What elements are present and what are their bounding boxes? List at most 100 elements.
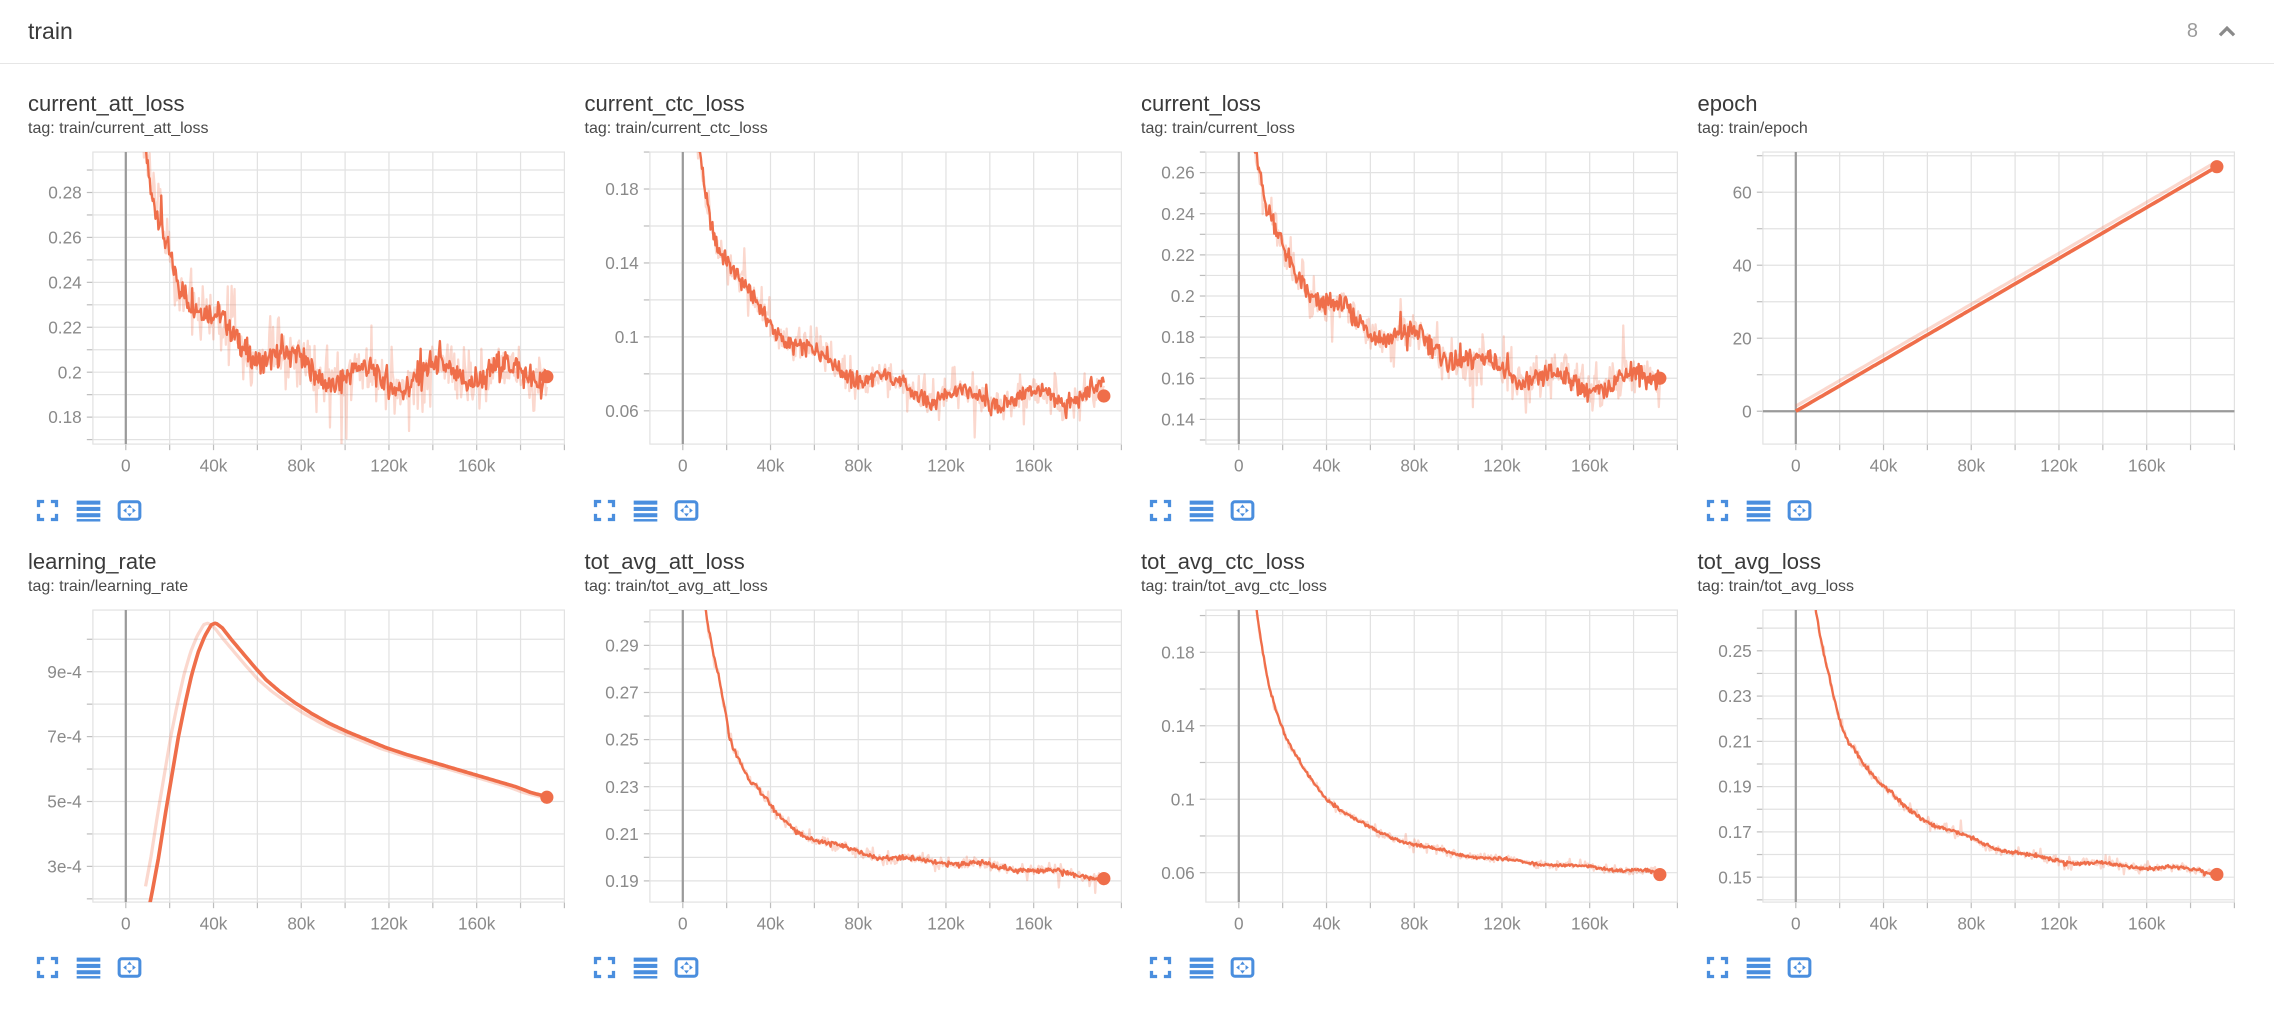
svg-text:40: 40: [1732, 255, 1751, 275]
runs-list-icon: [1746, 957, 1770, 979]
fit-domain-button[interactable]: [114, 952, 145, 983]
svg-text:80k: 80k: [844, 913, 872, 933]
svg-text:120k: 120k: [1483, 455, 1521, 475]
chart-title: current_ctc_loss: [584, 91, 745, 116]
svg-text:120k: 120k: [927, 455, 965, 475]
chart-plot[interactable]: 0.06 0.1 0.14 0.18 0 40k 80k 120k 160k: [1141, 606, 1684, 943]
view-runs-button[interactable]: [1186, 495, 1217, 526]
svg-text:80k: 80k: [1400, 913, 1428, 933]
fit-domain-button[interactable]: [671, 952, 702, 983]
svg-text:5e-4: 5e-4: [47, 791, 82, 811]
svg-text:9e-4: 9e-4: [47, 661, 82, 681]
svg-text:0.14: 0.14: [1161, 715, 1195, 735]
runs-list-icon: [76, 500, 101, 522]
chart-title: tot_avg_att_loss: [584, 548, 745, 574]
view-runs-button[interactable]: [73, 495, 104, 526]
fit-domain-button[interactable]: [671, 495, 702, 526]
fit-domain-button[interactable]: [1784, 952, 1815, 983]
chart-plot[interactable]: 0.18 0.2 0.22 0.24 0.26 0.28 0 40k 80k 120k 160k: [28, 148, 571, 485]
svg-text:0.16: 0.16: [1161, 368, 1195, 388]
chart-tag: tag: train/current_loss: [1141, 120, 1295, 137]
chart-card: current_ctc_loss tag: train/current_ctc_…: [585, 90, 1128, 526]
svg-text:80k: 80k: [287, 913, 315, 933]
chart-card: tot_avg_ctc_loss tag: train/tot_avg_ctc_…: [1141, 548, 1684, 984]
chart-card: tot_avg_loss tag: train/tot_avg_loss 0.1…: [1698, 548, 2241, 984]
fit-domain-icon: [117, 499, 142, 521]
svg-text:60: 60: [1732, 182, 1751, 202]
svg-text:0.25: 0.25: [605, 729, 639, 749]
svg-text:0.23: 0.23: [605, 776, 639, 796]
svg-text:120k: 120k: [2040, 455, 2078, 475]
svg-text:160k: 160k: [1015, 913, 1053, 933]
view-runs-button[interactable]: [1743, 952, 1774, 983]
fit-domain-button[interactable]: [1784, 495, 1815, 526]
expand-chart-button[interactable]: [589, 495, 620, 526]
expand-chart-button[interactable]: [1145, 952, 1176, 983]
svg-text:0.23: 0.23: [1718, 686, 1752, 706]
svg-text:0.19: 0.19: [1718, 776, 1752, 796]
svg-text:80k: 80k: [1400, 455, 1428, 475]
chart-tag: tag: train/epoch: [1697, 120, 1808, 137]
svg-text:120k: 120k: [370, 913, 408, 933]
svg-text:120k: 120k: [2040, 913, 2078, 933]
chart-tag: tag: train/current_ctc_loss: [584, 120, 768, 137]
svg-text:0.17: 0.17: [1718, 822, 1752, 842]
chart-title: tot_avg_ctc_loss: [1141, 548, 1305, 574]
fit-domain-button[interactable]: [1227, 495, 1258, 526]
chart-plot[interactable]: 0.14 0.16 0.18 0.2 0.22 0.24 0.26 0 40k 80k 120k 16…: [1141, 148, 1684, 485]
svg-text:0.21: 0.21: [1718, 731, 1752, 751]
svg-text:0.2: 0.2: [1171, 286, 1195, 306]
svg-text:3e-4: 3e-4: [47, 856, 82, 876]
view-runs-button[interactable]: [630, 952, 661, 983]
svg-text:160k: 160k: [1571, 455, 1609, 475]
expand-chart-button[interactable]: [32, 952, 63, 983]
chart-plot[interactable]: 0.15 0.17 0.19 0.21 0.23 0.25 0 40k 80k 120k 160k: [1698, 606, 2241, 943]
svg-text:0: 0: [1742, 401, 1752, 421]
fullscreen-icon: [36, 957, 59, 979]
svg-text:120k: 120k: [370, 455, 408, 475]
chart-toolbar: [28, 495, 571, 526]
section-header[interactable]: train 8: [0, 0, 2274, 64]
svg-text:0.18: 0.18: [48, 407, 82, 427]
fit-domain-icon: [1230, 957, 1255, 979]
chart-tag: tag: train/current_att_loss: [28, 120, 209, 137]
view-runs-button[interactable]: [73, 952, 104, 983]
svg-text:0: 0: [1234, 455, 1244, 475]
expand-chart-button[interactable]: [1702, 952, 1733, 983]
svg-text:80k: 80k: [1957, 455, 1985, 475]
expand-chart-button[interactable]: [1145, 495, 1176, 526]
svg-text:160k: 160k: [1015, 455, 1053, 475]
runs-list-icon: [1189, 957, 1214, 979]
svg-text:160k: 160k: [1571, 913, 1609, 933]
svg-text:0.24: 0.24: [1161, 204, 1195, 224]
chart-toolbar: [1141, 952, 1684, 983]
fit-domain-icon: [1230, 499, 1255, 521]
svg-text:80k: 80k: [1957, 913, 1985, 933]
expand-chart-button[interactable]: [32, 495, 63, 526]
fit-domain-button[interactable]: [114, 495, 145, 526]
chart-tag: tag: train/tot_avg_loss: [1697, 577, 1855, 595]
svg-text:0.06: 0.06: [605, 401, 639, 421]
fit-domain-icon: [117, 957, 142, 979]
view-runs-button[interactable]: [1743, 495, 1774, 526]
chart-plot[interactable]: 0.06 0.1 0.14 0.18 0 40k 80k 120k 160k: [585, 148, 1128, 485]
view-runs-button[interactable]: [1186, 952, 1217, 983]
chart-plot[interactable]: 0 20 40 60 0 40k 80k 120k 160k: [1698, 148, 2241, 485]
fit-domain-button[interactable]: [1227, 952, 1258, 983]
svg-text:40k: 40k: [756, 455, 784, 475]
section-title: train: [28, 18, 73, 44]
chart-toolbar: [1141, 495, 1684, 526]
fullscreen-icon: [1706, 957, 1728, 979]
view-runs-button[interactable]: [630, 495, 661, 526]
collapse-section-button[interactable]: [2214, 19, 2240, 45]
fullscreen-icon: [593, 499, 615, 521]
svg-text:0.24: 0.24: [48, 272, 82, 292]
chart-plot[interactable]: 0.19 0.21 0.23 0.25 0.27 0.29 0 40k 80k 120k 160k: [585, 606, 1128, 943]
chart-toolbar: [1698, 952, 2241, 983]
chart-plot[interactable]: 3e-4 5e-4 7e-4 9e-4 0 40k 80k 120k 160k: [28, 606, 571, 943]
fit-domain-icon: [674, 499, 698, 521]
expand-chart-button[interactable]: [589, 952, 620, 983]
svg-text:80k: 80k: [287, 455, 315, 475]
expand-chart-button[interactable]: [1702, 495, 1733, 526]
svg-text:0: 0: [1791, 455, 1801, 475]
